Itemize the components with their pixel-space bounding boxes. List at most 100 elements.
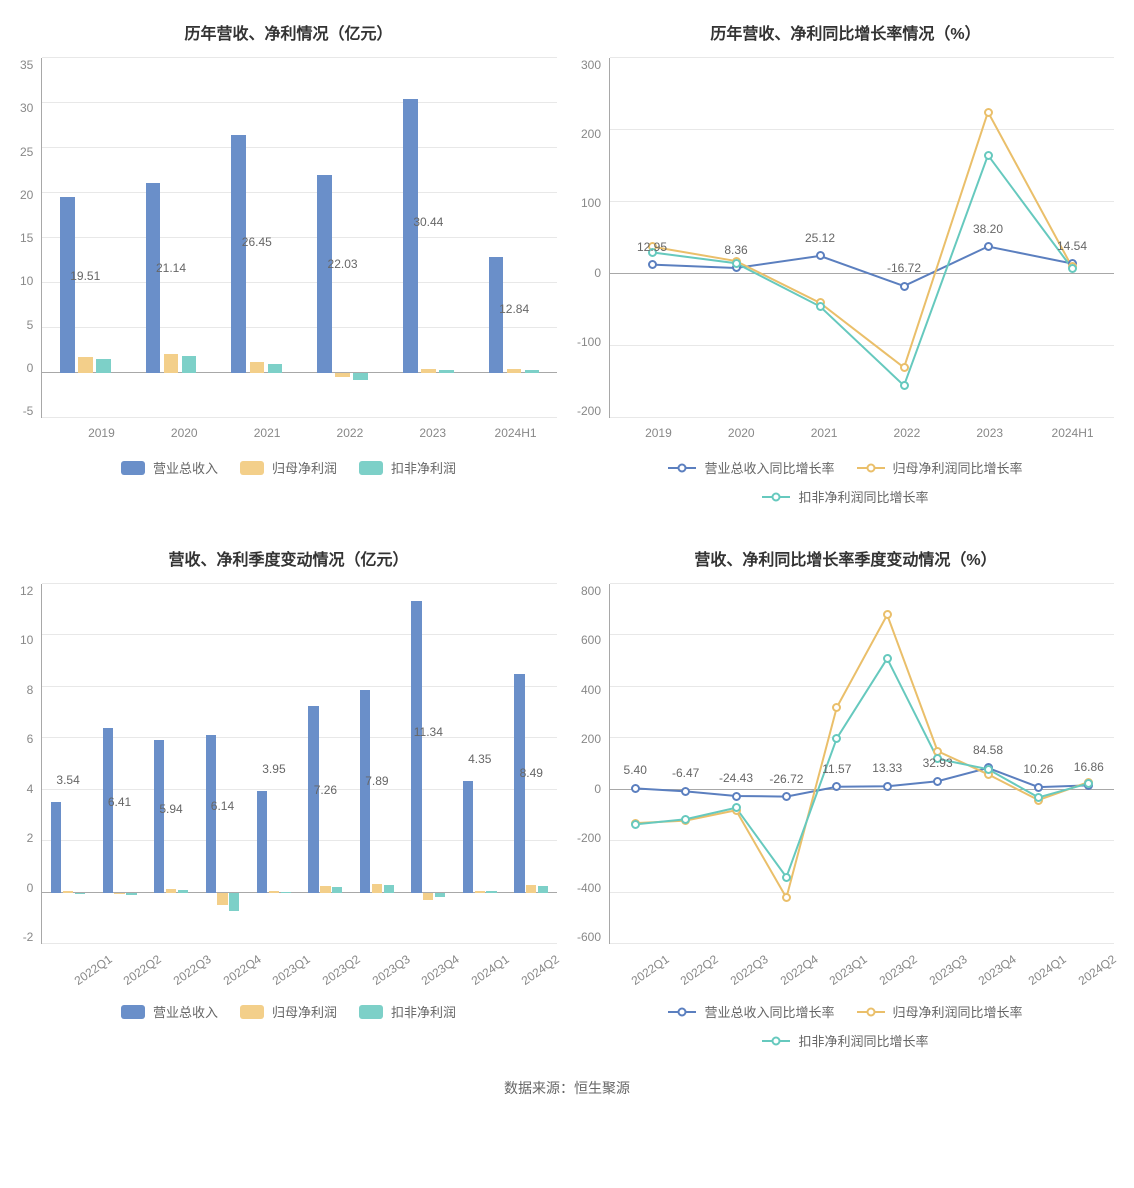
value-label: 19.51 (70, 269, 100, 283)
value-label: 6.14 (211, 799, 234, 813)
value-label: 3.54 (56, 773, 79, 787)
y-tick-label: 30 (20, 101, 33, 115)
x-tick-label: 2021 (226, 418, 309, 440)
x-tick-label: 2022 (308, 418, 391, 440)
y-tick-label: -5 (23, 404, 34, 418)
x-tick-label: 2022Q4 (209, 944, 259, 984)
x-tick-label: 2022 (865, 418, 948, 440)
value-label: 12.84 (499, 302, 529, 316)
value-label: 22.03 (328, 257, 358, 271)
plot-area: 8006004002000-200-400-600 5.40-6.47-24.4… (577, 584, 1114, 944)
x-tick-label: 2021 (783, 418, 866, 440)
value-label: 26.45 (242, 235, 272, 249)
y-tick-label: 200 (581, 127, 601, 141)
y-tick-label: 2 (27, 831, 34, 845)
y-axis: 8006004002000-200-400-600 (577, 584, 609, 944)
x-tick-label: 2022Q2 (110, 944, 160, 984)
panel-annual-revenue-profit: 历年营收、净利情况（亿元） 35302520151050-5 19.5121.1… (20, 10, 557, 506)
y-tick-label: 15 (20, 231, 33, 245)
legend-item: 扣非净利润 (359, 1002, 456, 1021)
legend-item: 扣非净利润同比增长率 (762, 1031, 928, 1050)
y-axis: 121086420-2 (20, 584, 41, 944)
legend-swatch (762, 1034, 790, 1048)
legend-item: 扣非净利润同比增长率 (762, 487, 928, 506)
value-label: 30.44 (413, 215, 443, 229)
value-label: 3.95 (262, 762, 285, 776)
y-tick-label: 200 (581, 732, 601, 746)
y-tick-label: 400 (581, 683, 601, 697)
legend-swatch (121, 1005, 145, 1019)
legend: 营业总收入同比增长率 归母净利润同比增长率扣非净利润同比增长率 (577, 1002, 1114, 1050)
legend-label: 扣非净利润 (391, 1002, 456, 1021)
x-tick-label: 2024H1 (474, 418, 557, 440)
value-label: 7.89 (365, 774, 388, 788)
legend-item: 营业总收入同比增长率 (668, 1002, 834, 1021)
x-axis: 2022Q12022Q22022Q32022Q42023Q12023Q22023… (20, 944, 557, 984)
legend: 营业总收入同比增长率 归母净利润同比增长率扣非净利润同比增长率 (577, 458, 1114, 506)
x-tick-label: 2022Q2 (667, 944, 717, 984)
legend-label: 营业总收入同比增长率 (704, 458, 834, 477)
y-tick-label: 0 (594, 782, 601, 796)
x-tick-label: 2020 (143, 418, 226, 440)
y-tick-label: 0 (27, 361, 34, 375)
legend-item: 归母净利润同比增长率 (857, 1002, 1023, 1021)
value-label: 14.54 (1057, 239, 1087, 253)
legend-label: 营业总收入 (153, 1002, 218, 1021)
value-label: 13.33 (872, 761, 902, 775)
y-axis: 3002001000-100-200 (577, 58, 609, 418)
value-label: 38.20 (973, 222, 1003, 236)
plot: 19.5121.1426.4522.0330.4412.84 (41, 58, 557, 418)
y-tick-label: -2 (23, 930, 34, 944)
x-tick-label: 2024Q1 (458, 944, 508, 984)
value-label: 7.26 (314, 783, 337, 797)
legend-label: 归母净利润 (272, 458, 337, 477)
legend-swatch (240, 461, 264, 475)
x-tick-label: 2023 (391, 418, 474, 440)
legend-item: 归母净利润 (240, 458, 337, 477)
y-tick-label: 6 (27, 732, 34, 746)
x-tick-label: 2022Q3 (159, 944, 209, 984)
value-label: 4.35 (468, 752, 491, 766)
x-tick-label: 2023Q3 (915, 944, 965, 984)
legend-item: 归母净利润同比增长率 (857, 458, 1023, 477)
plot: 12.958.3625.12-16.7238.2014.54 (609, 58, 1114, 418)
value-label: -16.72 (887, 261, 921, 275)
legend-swatch (240, 1005, 264, 1019)
legend-swatch (668, 1005, 696, 1019)
x-tick-label: 2022Q3 (716, 944, 766, 984)
x-axis: 201920202021202220232024H1 (20, 418, 557, 440)
panel-annual-growth-rate: 历年营收、净利同比增长率情况（%） 3002001000-100-200 12.… (577, 10, 1114, 506)
legend-label: 营业总收入 (153, 458, 218, 477)
value-label: 12.95 (637, 240, 667, 254)
x-tick-label: 2024H1 (1031, 418, 1114, 440)
legend-swatch (857, 461, 885, 475)
x-tick-label: 2019 (617, 418, 700, 440)
x-tick-label: 2023Q2 (309, 944, 359, 984)
y-tick-label: -400 (577, 881, 601, 895)
value-label: 84.58 (973, 743, 1003, 757)
legend-item: 营业总收入 (121, 458, 218, 477)
y-tick-label: -200 (577, 831, 601, 845)
x-axis: 201920202021202220232024H1 (577, 418, 1114, 440)
value-label: -24.43 (719, 771, 753, 785)
y-tick-label: 10 (20, 633, 33, 647)
x-tick-label: 2023Q2 (866, 944, 916, 984)
legend-label: 归母净利润 (272, 1002, 337, 1021)
x-tick-label: 2023Q1 (816, 944, 866, 984)
y-tick-label: 100 (581, 196, 601, 210)
plot-area: 121086420-2 3.546.415.946.143.957.267.89… (20, 584, 557, 944)
y-tick-label: 600 (581, 633, 601, 647)
legend-label: 归母净利润同比增长率 (893, 1002, 1023, 1021)
panel-quarterly-growth-rate: 营收、净利同比增长率季度变动情况（%） 8006004002000-200-40… (577, 536, 1114, 1050)
legend: 营业总收入 归母净利润 扣非净利润 (20, 1002, 557, 1021)
x-tick-label: 2023Q3 (358, 944, 408, 984)
chart-grid: 历年营收、净利情况（亿元） 35302520151050-5 19.5121.1… (0, 0, 1134, 1050)
x-tick-label: 2022Q1 (60, 944, 110, 984)
legend-item: 营业总收入 (121, 1002, 218, 1021)
x-tick-label: 2019 (60, 418, 143, 440)
plot: 5.40-6.47-24.43-26.7211.5713.3332.9384.5… (609, 584, 1114, 944)
y-tick-label: 800 (581, 584, 601, 598)
legend-item: 营业总收入同比增长率 (668, 458, 834, 477)
x-tick-label: 2022Q4 (766, 944, 816, 984)
y-tick-label: 8 (27, 683, 34, 697)
